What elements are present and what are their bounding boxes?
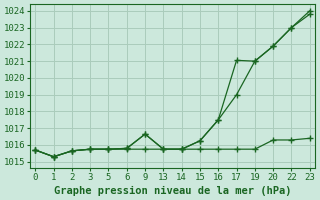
X-axis label: Graphe pression niveau de la mer (hPa): Graphe pression niveau de la mer (hPa) — [54, 186, 291, 196]
